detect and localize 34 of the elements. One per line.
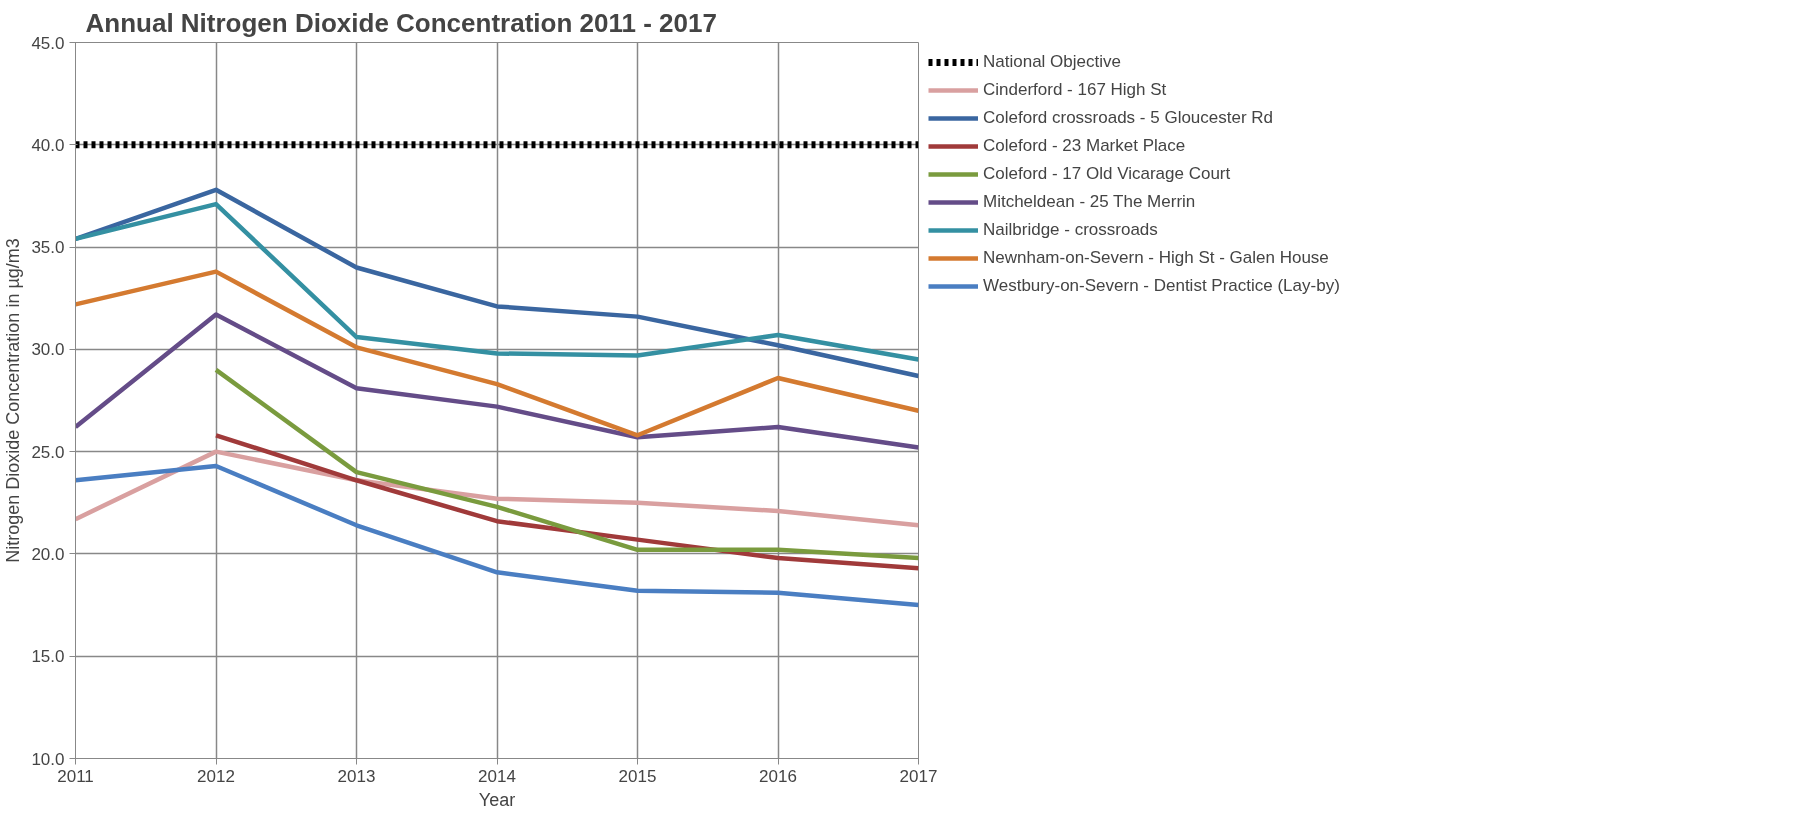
legend-label: Westbury-on-Severn - Dentist Practice (Lay-by) (983, 276, 1340, 296)
y-tick-label: 20.0 (31, 544, 65, 564)
x-tick-label: 2017 (899, 766, 938, 786)
x-axis-title: Year (478, 789, 516, 810)
x-tick-label: 2013 (337, 766, 376, 786)
y-tick-label: 10.0 (31, 749, 65, 769)
legend-label: National Objective (983, 52, 1121, 72)
x-tick-label: 2011 (57, 766, 94, 786)
legend-label: Cinderford - 167 High St (983, 80, 1167, 100)
line-series (75, 312, 919, 450)
y-tick-label: 30.0 (31, 340, 65, 360)
legend-label: Newnham-on-Severn - High St - Galen House (983, 248, 1329, 268)
legend-label: Coleford - 17 Old Vicarage Court (983, 164, 1231, 184)
y-tick-label: 15.0 (31, 647, 65, 667)
y-tick-label: 25.0 (31, 442, 65, 462)
y-tick-label: 40.0 (31, 135, 65, 155)
line-series (213, 433, 919, 571)
legend-label: Coleford - 23 Market Place (983, 136, 1186, 156)
chart-title: Annual Nitrogen Dioxide Concentration 2011 - 2017 (85, 7, 717, 38)
x-tick-label: 2015 (618, 766, 657, 786)
legend-label: Mitcheldean - 25 The Merrin (983, 192, 1196, 212)
y-tick-label: 35.0 (31, 238, 65, 258)
line-series (213, 367, 919, 561)
y-axis-title: Nitrogen Dioxide Concentration in µg/m3 (3, 238, 24, 563)
line-series (75, 187, 919, 379)
line-series (75, 463, 919, 608)
x-tick-label: 2014 (478, 766, 516, 786)
line-series (75, 201, 919, 362)
legend-label: Nailbridge - crossroads (983, 220, 1158, 240)
line-series (75, 269, 919, 438)
x-tick-label: 2012 (197, 766, 235, 786)
legend-label: Coleford crossroads - 5 Gloucester Rd (983, 108, 1274, 128)
x-tick-label: 2016 (759, 766, 797, 786)
y-tick-label: 45.0 (31, 33, 65, 53)
